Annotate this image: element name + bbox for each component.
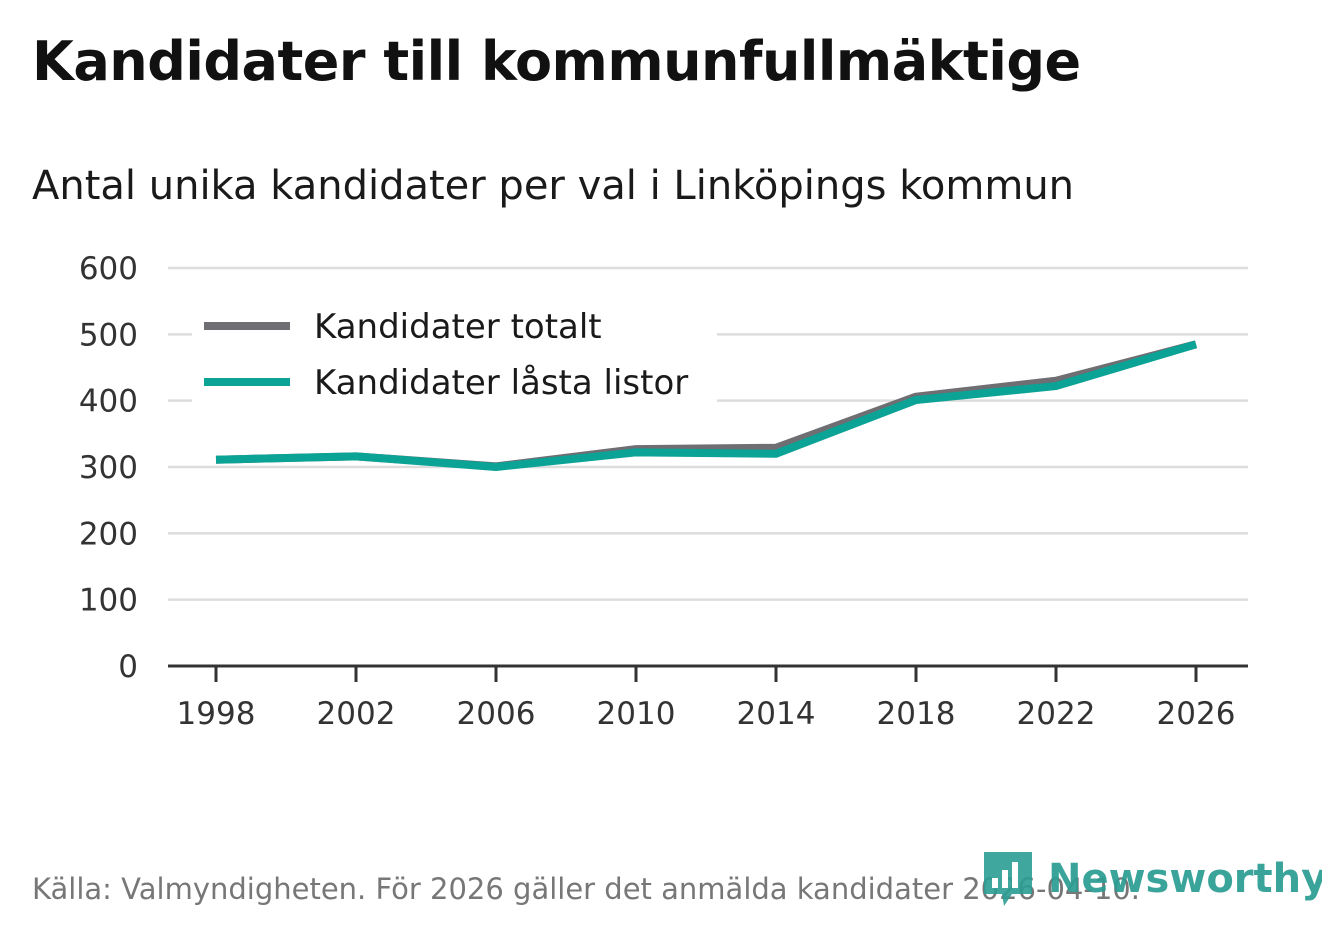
y-tick-label-0: 0 [118, 649, 138, 685]
y-tick-label-600: 600 [79, 251, 138, 287]
x-tick-label-2014: 2014 [737, 696, 816, 732]
x-tick-label-2022: 2022 [1017, 696, 1096, 732]
x-axis: 1998 2002 2006 2010 2014 2018 2022 2026 [168, 664, 1248, 732]
legend: Kandidater totalt Kandidater låsta listor [192, 296, 717, 404]
brand-logo: Newsworthy [982, 848, 1322, 910]
series-lines [215, 340, 1198, 471]
y-tick-label-400: 400 [79, 384, 138, 420]
chart-subtitle: Antal unika kandidater per val i Linköpi… [32, 163, 1075, 209]
x-tick-label-1998: 1998 [177, 696, 256, 732]
x-tick-label-2018: 2018 [877, 696, 956, 732]
y-tick-label-100: 100 [79, 583, 138, 619]
x-tick-label-2010: 2010 [597, 696, 676, 732]
y-axis: 0 100 200 300 400 500 600 [79, 251, 138, 685]
chart-title: Kandidater till kommunfullmäktige [32, 30, 1081, 93]
legend-label-1: Kandidater totalt [314, 307, 602, 347]
series-line-2 [215, 340, 1198, 471]
legend-label-2: Kandidater låsta listor [314, 363, 688, 403]
brand-name: Newsworthy [1048, 856, 1322, 902]
x-tick-label-2026: 2026 [1157, 696, 1236, 732]
x-tick-label-2006: 2006 [457, 696, 536, 732]
source-note: Källa: Valmyndigheten. För 2026 gäller d… [32, 872, 1140, 906]
y-tick-label-500: 500 [79, 317, 138, 353]
y-tick-label-200: 200 [79, 516, 138, 552]
newsworthy-logo-icon [984, 852, 1032, 906]
y-tick-label-300: 300 [79, 450, 138, 486]
x-tick-label-2002: 2002 [317, 696, 396, 732]
